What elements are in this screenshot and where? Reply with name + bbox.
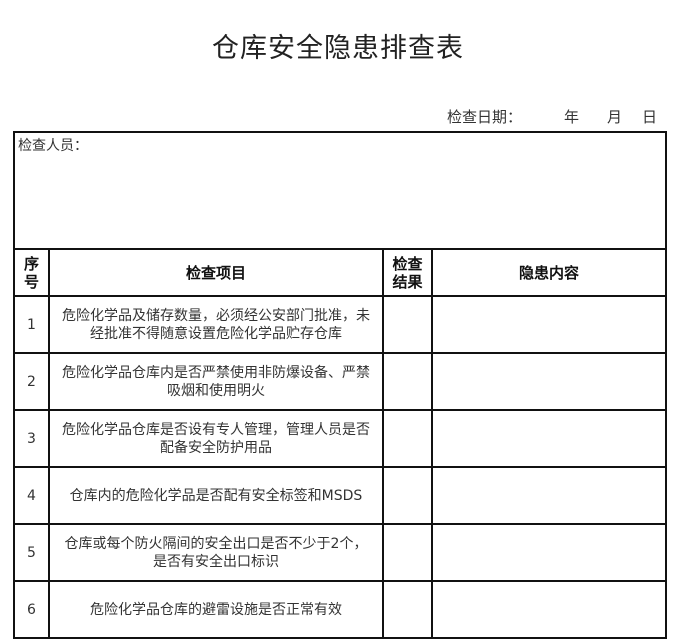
table-row: 4 仓库内的危险化学品是否配有安全标签和MSDS [13, 466, 667, 525]
page-title: 仓库安全隐患排查表 [212, 33, 464, 64]
date-day: 日 [642, 108, 658, 126]
row-result[interactable] [382, 466, 433, 525]
row-no: 2 [13, 352, 50, 411]
table-row: 1 危险化学品及储存数量，必须经公安部门批准，未经批准不得随意设置危险化学品贮存仓… [13, 295, 667, 354]
header-hazard: 隐患内容 [431, 248, 667, 297]
row-no: 6 [13, 580, 50, 639]
header-no: 序号 [13, 248, 50, 297]
table-row: 6 危险化学品仓库的避雷设施是否正常有效 [13, 580, 667, 639]
date-month: 月 [607, 108, 623, 126]
table-row: 5 仓库或每个防火隔间的安全出口是否不少于2个，是否有安全出口标识 [13, 523, 667, 582]
row-hazard[interactable] [431, 523, 667, 582]
inspection-date: 检查日期： 年 月 日 [447, 106, 657, 127]
row-item: 危险化学品及储存数量，必须经公安部门批准，未经批准不得随意设置危险化学品贮存仓库 [48, 295, 384, 354]
row-result[interactable] [382, 523, 433, 582]
row-hazard[interactable] [431, 466, 667, 525]
date-year: 年 [564, 108, 580, 126]
row-result[interactable] [382, 580, 433, 639]
row-hazard[interactable] [431, 580, 667, 639]
row-item: 仓库内的危险化学品是否配有安全标签和MSDS [48, 466, 384, 525]
date-label: 检查日期： [447, 108, 523, 126]
inspection-table: 检查人员： 序号 检查项目 检查结果 隐患内容 1 危险化学品及储存数量，必须经公… [13, 131, 667, 639]
row-no: 5 [13, 523, 50, 582]
row-hazard[interactable] [431, 295, 667, 354]
table-row: 2 危险化学品仓库内是否严禁使用非防爆设备、严禁吸烟和使用明火 [13, 352, 667, 411]
inspector-field[interactable]: 检查人员： [13, 131, 667, 250]
row-item: 仓库或每个防火隔间的安全出口是否不少于2个，是否有安全出口标识 [48, 523, 384, 582]
inspector-label: 检查人员： [18, 138, 88, 154]
row-item: 危险化学品仓库是否设有专人管理，管理人员是否配备安全防护用品 [48, 409, 384, 468]
header-item: 检查项目 [48, 248, 384, 297]
row-result[interactable] [382, 409, 433, 468]
row-no: 3 [13, 409, 50, 468]
row-no: 4 [13, 466, 50, 525]
row-no: 1 [13, 295, 50, 354]
row-result[interactable] [382, 295, 433, 354]
row-hazard[interactable] [431, 352, 667, 411]
row-item: 危险化学品仓库的避雷设施是否正常有效 [48, 580, 384, 639]
header-result: 检查结果 [382, 248, 433, 297]
row-item: 危险化学品仓库内是否严禁使用非防爆设备、严禁吸烟和使用明火 [48, 352, 384, 411]
row-hazard[interactable] [431, 409, 667, 468]
table-row: 3 危险化学品仓库是否设有专人管理，管理人员是否配备安全防护用品 [13, 409, 667, 468]
row-result[interactable] [382, 352, 433, 411]
